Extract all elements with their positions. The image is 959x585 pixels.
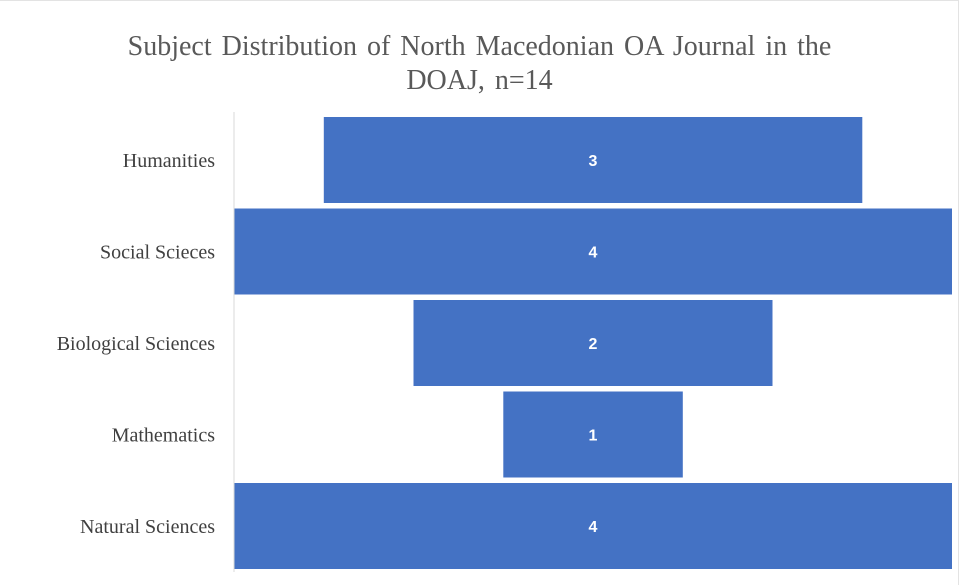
data-label-biological-sciences: 2 (589, 336, 598, 353)
chart-title: Subject Distribution of North Macedonian… (0, 30, 959, 98)
bar-humanities (323, 117, 863, 203)
category-label-natural-sciences: Natural Sciences (80, 516, 215, 538)
category-label-biological-sciences: Biological Sciences (57, 333, 216, 355)
bar-biological-sciences (413, 300, 773, 386)
category-label-social-scieces: Social Scieces (100, 242, 215, 264)
data-label-humanities: 3 (589, 153, 598, 170)
bar-natural-sciences (234, 483, 952, 569)
category-label-humanities: Humanities (123, 150, 215, 172)
data-label-natural-sciences: 4 (589, 519, 598, 536)
bar-mathematics (503, 391, 683, 478)
data-label-mathematics: 1 (589, 428, 598, 445)
bars-group (234, 117, 952, 569)
labels-group: 3 Humanities 4 Social Scieces 2 Biological Sc… (57, 150, 598, 538)
chart-title-line-2: DOAJ, n=14 (406, 65, 553, 96)
data-label-social-scieces: 4 (589, 245, 598, 262)
bar-social-scieces (234, 208, 952, 295)
category-label-mathematics: Mathematics (112, 425, 216, 447)
chart-title-line-1: Subject Distribution of North Macedonian… (127, 31, 832, 62)
